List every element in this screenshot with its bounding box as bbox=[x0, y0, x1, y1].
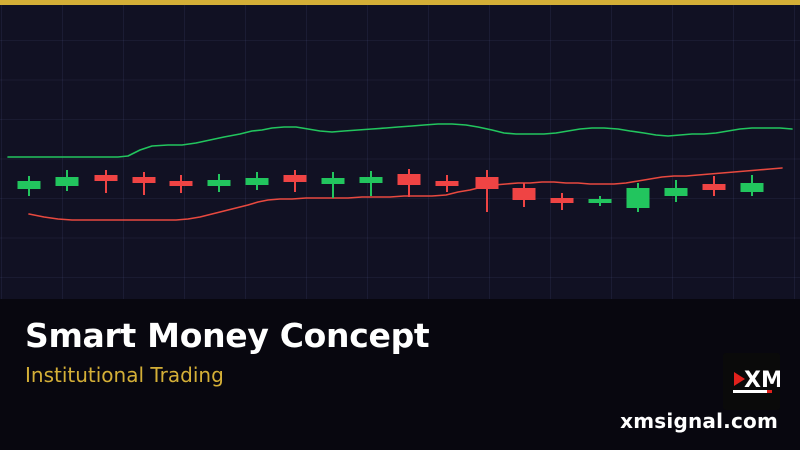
candle-body bbox=[132, 177, 156, 183]
candlestick-bullish bbox=[588, 196, 612, 206]
candlestick-bearish bbox=[283, 170, 307, 192]
candlestick-bearish bbox=[94, 170, 118, 193]
candlestick-bearish bbox=[512, 183, 536, 207]
bearish-trend-line bbox=[28, 167, 783, 221]
footer-panel: Smart Money Concept Institutional Tradin… bbox=[0, 299, 800, 450]
candle-body bbox=[702, 184, 726, 190]
top-accent-bar bbox=[0, 0, 800, 5]
xm-logo[interactable]: XM bbox=[723, 353, 780, 410]
candle-body bbox=[169, 181, 193, 186]
candlestick-bearish bbox=[550, 193, 574, 210]
candlestick-bullish bbox=[321, 172, 345, 198]
domain-label: xmsignal.com bbox=[620, 409, 778, 433]
candle-body bbox=[664, 188, 688, 196]
candlestick-bullish bbox=[17, 176, 41, 196]
candle-wick bbox=[486, 170, 488, 212]
candlestick-bullish bbox=[207, 174, 231, 192]
chart-panel bbox=[0, 5, 800, 299]
xm-logo-svg: XM bbox=[723, 353, 780, 410]
candle-body bbox=[17, 181, 41, 189]
logo-underline-red bbox=[767, 390, 772, 393]
candle-wick bbox=[332, 172, 334, 198]
candle-body bbox=[283, 175, 307, 182]
candle-body bbox=[245, 178, 269, 185]
candlestick-bullish bbox=[626, 183, 650, 212]
candle-body bbox=[435, 181, 459, 186]
candlestick-bearish bbox=[702, 176, 726, 196]
candlestick-bullish bbox=[664, 180, 688, 202]
candle-body bbox=[321, 178, 345, 184]
candle-body bbox=[588, 199, 612, 203]
candlestick-bearish bbox=[132, 172, 156, 195]
candlestick-chart bbox=[7, 123, 793, 221]
candlestick-bearish bbox=[475, 170, 499, 212]
candle-body bbox=[359, 177, 383, 183]
candlestick-bullish bbox=[740, 175, 764, 196]
logo-background bbox=[723, 353, 780, 410]
candlestick-bullish bbox=[55, 170, 79, 191]
candlestick-bearish bbox=[169, 175, 193, 193]
candle-body bbox=[207, 180, 231, 186]
candle-body bbox=[550, 198, 574, 203]
candle-wick bbox=[105, 170, 107, 193]
red-triangle-icon bbox=[734, 372, 745, 386]
bullish-trend-line bbox=[7, 123, 793, 158]
page-subtitle: Institutional Trading bbox=[25, 363, 224, 387]
candle-wick bbox=[143, 172, 145, 195]
candlestick-bearish bbox=[397, 169, 421, 197]
candle-wick bbox=[370, 171, 372, 196]
candle-body bbox=[55, 177, 79, 186]
candle-body bbox=[397, 174, 421, 185]
candle-body bbox=[512, 188, 536, 200]
candlestick-layer bbox=[17, 169, 764, 212]
chart-grid bbox=[0, 5, 800, 299]
trend-line-layer bbox=[7, 123, 793, 221]
candle-body bbox=[626, 188, 650, 208]
candle-body bbox=[94, 175, 118, 181]
candlestick-bearish bbox=[435, 175, 459, 192]
candle-body bbox=[475, 177, 499, 189]
logo-wordmark: XM bbox=[744, 368, 780, 393]
candlestick-bullish bbox=[245, 172, 269, 190]
logo-underline-white bbox=[733, 390, 767, 393]
candlestick-bullish bbox=[359, 171, 383, 196]
page-title: Smart Money Concept bbox=[25, 316, 430, 355]
candle-body bbox=[740, 183, 764, 192]
